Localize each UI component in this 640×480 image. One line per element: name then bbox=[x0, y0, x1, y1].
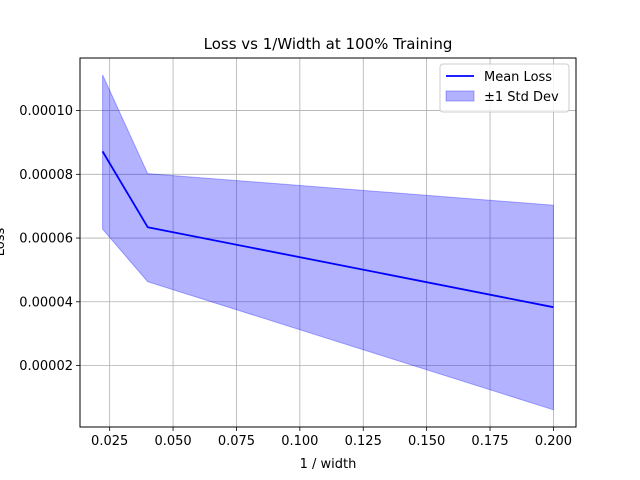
y-tick-label: 0.00010 bbox=[19, 104, 73, 119]
x-axis-ticks: 0.025 0.050 0.075 0.100 0.125 0.150 0.175 0.200 bbox=[91, 427, 572, 449]
y-axis-ticks: 0.00002 0.00004 0.00006 0.00008 0.00010 bbox=[19, 104, 80, 374]
x-tick-label: 0.075 bbox=[218, 434, 255, 449]
x-axis-label: 1 / width bbox=[300, 457, 357, 472]
y-tick-label: 0.00006 bbox=[19, 232, 73, 247]
std-dev-band-layer bbox=[102, 74, 554, 411]
y-axis-label: Loss bbox=[0, 228, 8, 257]
x-tick-label: 0.150 bbox=[408, 434, 445, 449]
x-tick-label: 0.100 bbox=[281, 434, 318, 449]
plot-area-frame bbox=[79, 57, 577, 428]
legend-mean-loss-label: Mean Loss bbox=[484, 70, 552, 85]
legend-std-dev-swatch bbox=[445, 90, 475, 102]
x-tick-label: 0.175 bbox=[471, 434, 508, 449]
x-tick-label: 0.050 bbox=[154, 434, 191, 449]
y-tick-label: 0.00002 bbox=[19, 359, 73, 374]
legend-std-dev-label: ±1 Std Dev bbox=[484, 90, 559, 105]
std-dev-band bbox=[102, 74, 554, 411]
y-tick-label: 0.00004 bbox=[19, 295, 73, 310]
x-tick-label: 0.025 bbox=[91, 434, 128, 449]
chart-title: Loss vs 1/Width at 100% Training bbox=[204, 35, 453, 53]
legend: Mean Loss ±1 Std Dev bbox=[439, 63, 570, 113]
x-tick-label: 0.125 bbox=[345, 434, 382, 449]
grid bbox=[80, 58, 576, 427]
mean-loss-line-layer bbox=[101, 150, 554, 309]
mean-loss-line bbox=[101, 150, 554, 309]
x-tick-label: 0.200 bbox=[535, 434, 572, 449]
y-tick-label: 0.00008 bbox=[19, 168, 73, 183]
